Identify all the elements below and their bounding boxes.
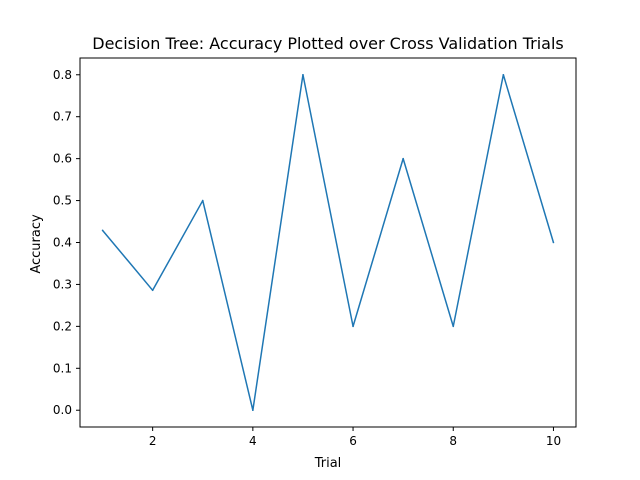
- chart-title: Decision Tree: Accuracy Plotted over Cro…: [92, 34, 564, 53]
- data-point: [552, 241, 555, 244]
- data-point: [252, 409, 254, 412]
- y-tick-label: 0.7: [53, 110, 72, 124]
- x-tick-label: 6: [349, 434, 357, 448]
- data-point: [502, 73, 505, 76]
- plot-area: [79, 57, 577, 428]
- axes-frame: [79, 57, 577, 428]
- y-tick-label: 0.5: [53, 194, 72, 208]
- y-axis-label: Accuracy: [29, 214, 44, 274]
- data-point: [402, 157, 404, 160]
- y-tick-label: 0.2: [53, 319, 72, 333]
- series-line-1: [101, 74, 555, 411]
- x-tick-label: 10: [546, 434, 561, 448]
- data-point: [201, 199, 204, 202]
- data-point: [452, 325, 455, 328]
- y-tick-label: 0.1: [53, 361, 72, 375]
- y-tick-label: 0.3: [53, 277, 72, 291]
- y-tick-label: 0.0: [53, 403, 72, 417]
- y-tick-label: 0.8: [53, 68, 72, 82]
- data-point: [352, 325, 354, 328]
- data-point: [101, 229, 104, 232]
- x-tick-label: 8: [449, 434, 457, 448]
- y-tick-label: 0.4: [53, 236, 72, 250]
- x-tick-label: 2: [149, 434, 157, 448]
- data-point: [151, 289, 154, 292]
- axis-ticks: 2 4 6 8 10 0.0 0.1 0.2 0.3 0.4 0.5 0.6 0.7 0.8: [53, 68, 561, 448]
- x-axis-label: Trial: [314, 456, 342, 471]
- x-tick-label: 4: [249, 434, 257, 448]
- y-tick-label: 0.6: [53, 152, 72, 166]
- data-point: [302, 73, 304, 76]
